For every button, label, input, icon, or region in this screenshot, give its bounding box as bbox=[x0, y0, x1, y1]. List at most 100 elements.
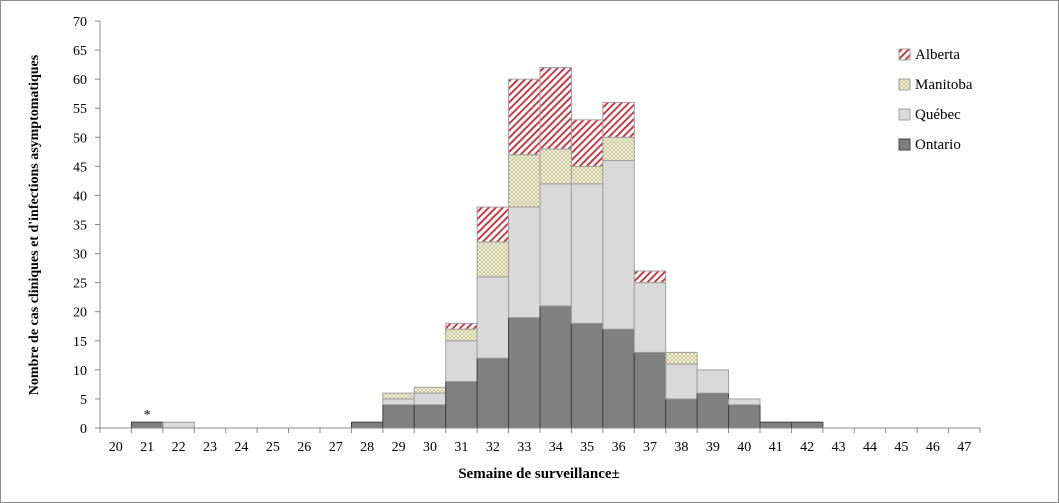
legend-swatch-manitoba bbox=[898, 78, 911, 91]
x-tick-label: 29 bbox=[392, 440, 406, 455]
bar-ontario-39 bbox=[696, 392, 730, 429]
x-tick-label: 47 bbox=[957, 440, 971, 455]
bar-ontario-33 bbox=[508, 317, 541, 429]
bar-ontario-32 bbox=[476, 357, 510, 429]
x-tick-label: 46 bbox=[926, 440, 940, 455]
x-tick-label: 23 bbox=[203, 440, 217, 455]
bar-quebec-40 bbox=[728, 398, 761, 406]
bar-alberta-33 bbox=[508, 78, 541, 156]
x-tick-label: 27 bbox=[329, 440, 343, 455]
bar-quebec-34 bbox=[539, 183, 572, 307]
bar-ontario-42 bbox=[790, 421, 824, 429]
y-tick-label: 10 bbox=[73, 364, 87, 379]
y-tick-label: 55 bbox=[73, 102, 87, 117]
legend-label: Ontario bbox=[915, 137, 961, 153]
bar-quebec-36 bbox=[602, 160, 635, 330]
y-tick-label: 70 bbox=[73, 15, 87, 30]
bar-ontario-41 bbox=[759, 421, 792, 429]
y-tick-label: 45 bbox=[73, 160, 87, 175]
x-tick-label: 35 bbox=[580, 440, 594, 455]
annotation-asterisk: * bbox=[144, 408, 151, 423]
x-tick-label: 39 bbox=[706, 440, 720, 455]
bar-manitoba-30 bbox=[413, 386, 447, 394]
bar-quebec-39 bbox=[696, 369, 730, 394]
x-tick-label: 22 bbox=[172, 440, 186, 455]
x-tick-label: 32 bbox=[486, 440, 500, 455]
legend-label: Alberta bbox=[915, 47, 960, 63]
bar-ontario-36 bbox=[602, 328, 635, 429]
y-tick-label: 5 bbox=[80, 393, 87, 408]
legend-swatch-ontario bbox=[898, 138, 911, 151]
x-tick-label: 21 bbox=[140, 440, 154, 455]
bar-ontario-37 bbox=[633, 351, 667, 429]
bar-quebec-35 bbox=[570, 183, 604, 324]
y-axis-title: Nombre de cas cliniques et d'infections … bbox=[27, 54, 42, 395]
x-tick-label: 28 bbox=[360, 440, 374, 455]
bar-ontario-38 bbox=[665, 398, 698, 429]
bar-ontario-29 bbox=[382, 404, 415, 429]
bar-manitoba-35 bbox=[570, 165, 604, 185]
bar-alberta-36 bbox=[602, 101, 635, 138]
y-tick-label: 40 bbox=[73, 189, 87, 204]
bar-quebec-29 bbox=[382, 398, 415, 406]
y-tick-label: 65 bbox=[73, 44, 87, 59]
bar-manitoba-34 bbox=[539, 148, 572, 185]
x-tick-label: 38 bbox=[674, 440, 688, 455]
bar-manitoba-31 bbox=[445, 328, 478, 342]
bar-ontario-31 bbox=[445, 380, 478, 429]
x-tick-label: 41 bbox=[769, 440, 783, 455]
bar-ontario-40 bbox=[728, 404, 761, 429]
bar-quebec-22 bbox=[162, 421, 195, 429]
x-tick-label: 36 bbox=[612, 440, 626, 455]
y-tick-label: 15 bbox=[73, 335, 87, 350]
y-tick-label: 50 bbox=[73, 131, 87, 146]
x-tick-label: 45 bbox=[894, 440, 908, 455]
bar-manitoba-36 bbox=[602, 136, 635, 162]
x-tick-label: 43 bbox=[832, 440, 846, 455]
legend-swatch-alberta bbox=[898, 48, 911, 61]
x-axis-title: Semaine de surveillance± bbox=[458, 466, 620, 482]
bar-quebec-31 bbox=[445, 340, 478, 382]
x-tick-label: 30 bbox=[423, 440, 437, 455]
bar-quebec-38 bbox=[665, 363, 698, 400]
x-tick-label: 24 bbox=[234, 440, 248, 455]
bar-alberta-37 bbox=[633, 270, 667, 284]
x-tick-label: 20 bbox=[109, 440, 123, 455]
y-tick-label: 30 bbox=[73, 248, 87, 263]
x-tick-label: 34 bbox=[549, 440, 563, 455]
bar-ontario-34 bbox=[539, 305, 572, 429]
x-tick-label: 40 bbox=[737, 440, 751, 455]
legend-label: Manitoba bbox=[915, 77, 973, 93]
y-tick-label: 0 bbox=[80, 422, 87, 437]
y-tick-label: 35 bbox=[73, 219, 87, 234]
bar-manitoba-38 bbox=[665, 351, 698, 365]
bar-manitoba-29 bbox=[382, 392, 415, 400]
x-tick-label: 26 bbox=[297, 440, 311, 455]
bar-ontario-30 bbox=[413, 404, 447, 429]
x-tick-label: 37 bbox=[643, 440, 657, 455]
bar-alberta-32 bbox=[476, 206, 510, 243]
y-tick-label: 20 bbox=[73, 306, 87, 321]
bar-manitoba-33 bbox=[508, 154, 541, 208]
bar-ontario-28 bbox=[350, 421, 384, 429]
legend-label: Québec bbox=[915, 107, 961, 123]
bar-quebec-32 bbox=[476, 276, 510, 359]
x-tick-label: 44 bbox=[863, 440, 877, 455]
bar-ontario-35 bbox=[570, 322, 604, 429]
bar-manitoba-32 bbox=[476, 241, 510, 278]
y-tick-label: 25 bbox=[73, 277, 87, 292]
legend-swatch-québec bbox=[898, 108, 911, 121]
bar-quebec-30 bbox=[413, 392, 447, 406]
bar-alberta-35 bbox=[570, 119, 604, 167]
x-tick-label: 33 bbox=[517, 440, 531, 455]
y-tick-label: 60 bbox=[73, 73, 87, 88]
x-tick-label: 42 bbox=[800, 440, 814, 455]
x-tick-label: 25 bbox=[266, 440, 280, 455]
bar-quebec-37 bbox=[633, 282, 667, 353]
bar-quebec-33 bbox=[508, 206, 541, 319]
bar-alberta-34 bbox=[539, 67, 572, 150]
x-tick-label: 31 bbox=[454, 440, 468, 455]
bar-alberta-31 bbox=[445, 322, 478, 330]
